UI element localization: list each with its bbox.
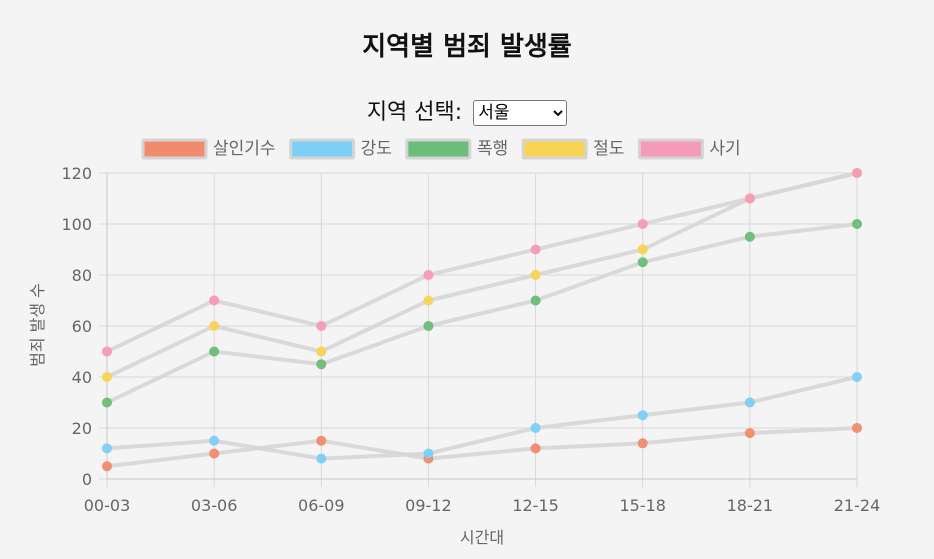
- series-line: [106, 375, 858, 461]
- data-point[interactable]: [102, 372, 112, 382]
- data-point[interactable]: [209, 435, 220, 446]
- data-point[interactable]: [102, 443, 112, 454]
- legend-label: 절도: [593, 139, 624, 159]
- data-point[interactable]: [852, 168, 862, 178]
- x-tick-label: 03-06: [191, 496, 238, 515]
- legend-label: 폭행: [477, 139, 508, 159]
- legend-item[interactable]: 폭행: [405, 138, 508, 160]
- legend-swatch: [637, 138, 704, 160]
- y-tick-label: 40: [72, 368, 92, 387]
- page-title: 지역별 범죄 발생률: [362, 32, 572, 62]
- data-point[interactable]: [852, 372, 862, 382]
- data-point[interactable]: [637, 257, 648, 268]
- series-lines: [106, 171, 858, 469]
- data-point[interactable]: [637, 410, 648, 421]
- data-point[interactable]: [423, 270, 434, 280]
- data-point[interactable]: [423, 448, 434, 459]
- data-point[interactable]: [209, 346, 220, 357]
- y-tick-label: 120: [61, 164, 92, 183]
- legend-swatch: [405, 138, 472, 160]
- y-tick-label: 100: [61, 215, 92, 234]
- legend-item[interactable]: 사기: [637, 138, 741, 160]
- data-point[interactable]: [637, 438, 648, 449]
- data-point[interactable]: [744, 231, 755, 242]
- data-point[interactable]: [744, 397, 755, 408]
- legend-label: 사기: [709, 139, 740, 159]
- y-tick-label: 60: [72, 317, 92, 336]
- region-selector-row: 지역 선택: 서울: [0, 94, 934, 126]
- legend-item[interactable]: 강도: [289, 138, 392, 160]
- data-point[interactable]: [852, 423, 862, 433]
- data-point[interactable]: [423, 321, 434, 331]
- data-point[interactable]: [637, 219, 648, 229]
- data-point[interactable]: [316, 453, 327, 464]
- data-points: [102, 168, 862, 472]
- legend-swatch: [141, 138, 208, 160]
- data-point[interactable]: [530, 244, 541, 255]
- data-point[interactable]: [423, 295, 434, 306]
- data-point[interactable]: [530, 295, 541, 306]
- data-point[interactable]: [744, 428, 755, 439]
- region-label: 지역 선택:: [366, 100, 463, 125]
- legend-swatch: [289, 138, 356, 160]
- legend-label: 강도: [361, 139, 392, 159]
- data-point[interactable]: [102, 461, 112, 472]
- x-tick-label: 21-24: [834, 496, 881, 515]
- x-tick-label: 09-12: [405, 496, 452, 515]
- data-point[interactable]: [209, 295, 220, 306]
- legend-item[interactable]: 절도: [521, 138, 624, 160]
- x-tick-label: 06-09: [298, 496, 345, 515]
- series-line: [106, 171, 858, 379]
- data-point[interactable]: [102, 397, 112, 408]
- series-line: [106, 426, 858, 469]
- legend-label: 살인기수: [213, 139, 276, 159]
- legend-item[interactable]: 살인기수: [141, 138, 276, 160]
- axes: 0 20 40 60 80 100 120 00-03 03-06 06-09 09-12 12-15…: [61, 164, 880, 515]
- x-axis-label: 시간대: [460, 528, 504, 547]
- data-point[interactable]: [316, 359, 327, 370]
- data-point[interactable]: [744, 193, 755, 204]
- y-tick-label: 80: [72, 266, 92, 285]
- region-select[interactable]: 서울: [473, 100, 568, 126]
- data-point[interactable]: [209, 321, 220, 331]
- x-tick-label: 00-03: [84, 496, 131, 515]
- y-tick-label: 20: [72, 419, 92, 438]
- data-point[interactable]: [209, 448, 220, 459]
- data-point[interactable]: [102, 346, 112, 357]
- legend-swatch: [521, 138, 588, 160]
- x-tick-label: 15-18: [619, 496, 666, 515]
- y-axis-label: 범죄 발생 수: [28, 283, 47, 367]
- x-tick-label: 18-21: [727, 496, 774, 515]
- data-point[interactable]: [316, 346, 327, 357]
- x-tick-label: 12-15: [512, 496, 559, 515]
- data-point[interactable]: [637, 244, 648, 255]
- data-point[interactable]: [530, 270, 541, 280]
- data-point[interactable]: [316, 321, 327, 331]
- data-point[interactable]: [316, 435, 327, 446]
- series-line: [106, 222, 858, 405]
- data-point[interactable]: [852, 219, 862, 229]
- data-point[interactable]: [530, 423, 541, 433]
- data-point[interactable]: [530, 443, 541, 454]
- legend: 살인기수 강도 폭행 절도 사기: [141, 138, 741, 160]
- series-line: [106, 171, 858, 354]
- y-tick-label: 0: [82, 470, 92, 489]
